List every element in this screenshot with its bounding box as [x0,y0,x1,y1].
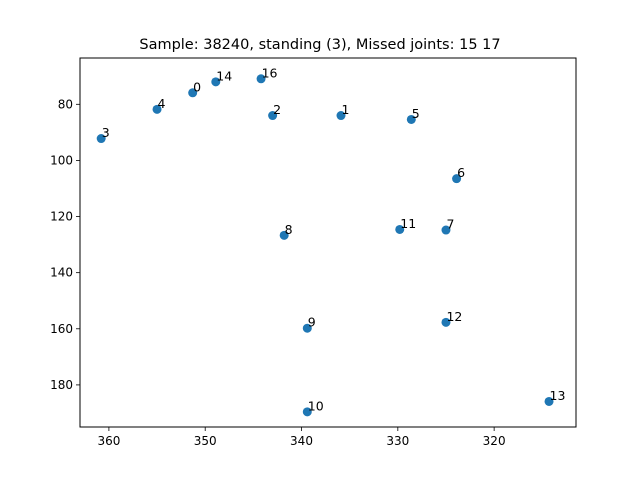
data-point [406,114,416,124]
y-tick-label: 140 [50,266,73,280]
data-point [395,224,405,234]
point-label: 6 [457,165,465,180]
data-point [336,111,346,121]
plot-frame [79,57,577,428]
point-label: 2 [273,102,281,117]
y-tick-label: 160 [50,322,73,336]
axis-ticks: 360 350 340 330 320 80 100 120 140 160 180 [50,97,505,448]
y-tick-label: 120 [50,210,73,224]
data-point [302,407,312,417]
point-label: 4 [158,96,166,111]
point-label: 9 [308,315,316,330]
data-point [96,134,106,144]
y-tick-label: 180 [50,378,73,392]
data-point [279,230,289,240]
data-point [544,396,554,406]
data-point [211,77,221,87]
point-label: 12 [446,309,462,324]
x-tick-label: 340 [290,434,313,448]
data-point [256,74,266,84]
data-point [441,225,451,235]
x-tick-label: 350 [194,434,217,448]
point-label: 16 [262,65,278,80]
data-point [302,323,312,333]
data-point [452,174,462,184]
point-label: 0 [193,79,201,94]
point-label: 11 [400,216,416,231]
data-point [188,88,198,98]
point-label: 13 [550,388,566,403]
x-tick-label: 320 [483,434,506,448]
chart-title: Sample: 38240, standing (3), Missed join… [139,37,500,53]
point-label: 3 [102,125,110,140]
point-label: 8 [285,222,293,237]
x-tick-label: 330 [386,434,409,448]
point-label: 5 [412,106,420,121]
data-point [152,104,162,114]
y-tick-label: 100 [50,153,73,167]
data-point [441,317,451,327]
y-tick-label: 80 [58,97,73,111]
point-label: 1 [342,102,350,117]
x-tick-label: 360 [97,434,120,448]
point-label: 7 [446,217,454,232]
point-label: 10 [308,398,324,413]
point-label: 14 [216,68,232,83]
data-point [268,111,278,121]
